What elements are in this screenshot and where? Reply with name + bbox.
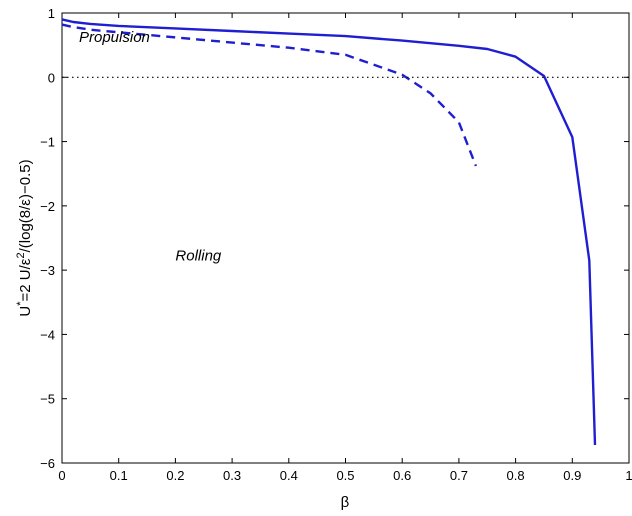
x-tick-label: 0.1 <box>110 468 128 483</box>
y-tick-label: 0 <box>48 70 55 85</box>
annotation-label: Propulsion <box>79 29 150 46</box>
series-line-solid <box>61 18 597 446</box>
x-tick-label: 1 <box>625 468 632 483</box>
y-tick-label: −4 <box>40 327 55 342</box>
y-tick-label: −2 <box>40 199 55 214</box>
plot-lines <box>61 18 629 446</box>
y-tick-label: −1 <box>40 135 55 150</box>
annotations: Propulsion Rolling <box>79 29 222 265</box>
x-tick-label: 0.2 <box>166 468 184 483</box>
axis-ticks: 0 0.1 0.2 0.3 0.4 0.5 0.6 0.7 0.8 0.9 1 1 0 −1 −2 −3 −4 −… <box>40 6 632 483</box>
x-tick-label: 0.8 <box>507 468 525 483</box>
y-tick-label: −3 <box>40 263 55 278</box>
y-axis-label: U*=2 U/ε2/(log(8/ε)−0.5) <box>15 159 34 316</box>
x-tick-label: 0.5 <box>336 468 354 483</box>
y-tick-label: −5 <box>40 392 55 407</box>
y-tick-label: −6 <box>40 456 55 471</box>
x-tick-label: 0 <box>58 468 65 483</box>
annotation-label: Rolling <box>175 248 222 265</box>
y-tick-label: 1 <box>48 6 55 21</box>
x-tick-label: 0.9 <box>563 468 581 483</box>
x-tick-label: 0.6 <box>393 468 411 483</box>
x-tick-label: 0.3 <box>223 468 241 483</box>
x-tick-label: 0.4 <box>280 468 298 483</box>
x-tick-label: 0.7 <box>450 468 468 483</box>
x-axis-label: β <box>341 494 350 511</box>
plot-area <box>61 12 630 464</box>
series-line-dashed <box>61 23 478 167</box>
